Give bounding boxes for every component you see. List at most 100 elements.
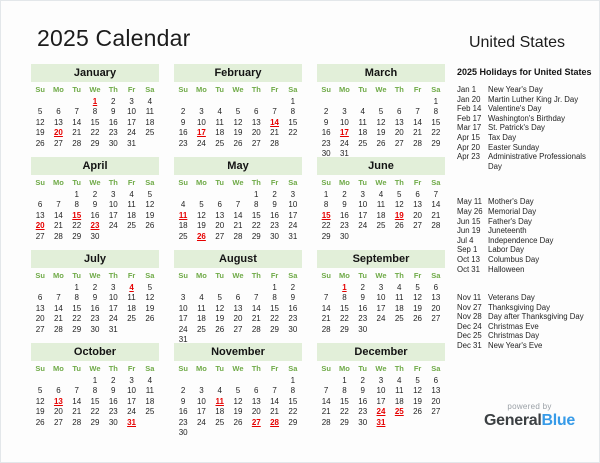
holiday-item: Jul 4 Independence Day <box>457 236 599 246</box>
date-cell: 20 <box>413 210 423 220</box>
date-cell: 15 <box>288 396 298 406</box>
weekday-label: Th <box>251 271 261 280</box>
weekday-label: We <box>89 85 101 94</box>
date-cell: 16 <box>90 303 100 313</box>
month-july: July Su Mo Tu We Th Fr Sa 1 2 3 4 5 6 7 8 9 10 11 12 13 14 15 1… <box>31 250 159 343</box>
date-cell: 18 <box>394 396 404 406</box>
date-cell: 24 <box>196 138 206 148</box>
weekday-label: Mo <box>53 271 64 280</box>
date-cell: 29 <box>270 324 280 334</box>
weekday-label: Fr <box>127 85 136 94</box>
date-cell: 7 <box>323 293 329 303</box>
empty-cell <box>192 190 210 201</box>
date-cell: 13 <box>233 303 243 313</box>
date-cell: 16 <box>108 117 118 127</box>
weekday-label: Mo <box>339 364 350 373</box>
weekday-label: Sa <box>431 85 441 94</box>
date-cell: 18 <box>127 303 137 313</box>
date-cell: 7 <box>235 200 241 210</box>
holiday-date-cell: 31 <box>127 417 137 427</box>
date-cell: 21 <box>72 407 82 417</box>
empty-cell <box>31 190 49 201</box>
empty-cell <box>211 190 229 201</box>
date-cell: 16 <box>108 396 118 406</box>
date-cell: 14 <box>270 396 280 406</box>
date-cell: 24 <box>178 324 188 334</box>
weekday-label: Tu <box>215 271 224 280</box>
date-cell: 30 <box>108 138 118 148</box>
date-cell: 19 <box>35 407 45 417</box>
weekday-label: Mo <box>196 364 207 373</box>
weekday-label: Su <box>178 85 188 94</box>
weekday-label: Su <box>35 85 45 94</box>
holiday-item: Jun 15 Father's Day <box>457 217 599 227</box>
date-cell: 24 <box>376 314 386 324</box>
holiday-item-date: Nov 11 <box>457 293 482 303</box>
date-cell: 16 <box>288 303 298 313</box>
holiday-item-name: Memorial Day <box>488 206 537 216</box>
date-cell: 26 <box>413 407 423 417</box>
holiday-item-date: Feb 14 <box>457 104 482 114</box>
date-cell: 14 <box>53 210 63 220</box>
date-cell: 6 <box>415 189 420 199</box>
date-cell: 14 <box>251 303 261 313</box>
page-title: 2025 Calendar <box>37 25 191 51</box>
empty-cell <box>247 97 265 108</box>
date-cell: 14 <box>72 396 82 406</box>
date-cell: 14 <box>321 303 331 313</box>
generalblue-logo[interactable]: GeneralBlue <box>484 412 575 430</box>
date-cell: 22 <box>270 314 280 324</box>
date-cell: 24 <box>196 417 206 427</box>
weekday-label: Fr <box>270 85 279 94</box>
month-title: May <box>174 157 302 175</box>
weekday-label: Th <box>108 178 118 187</box>
date-cell: 17 <box>108 303 118 313</box>
date-cell: 1 <box>342 375 347 385</box>
date-cell: 30 <box>270 231 280 241</box>
holiday-date-cell: 11 <box>215 396 224 406</box>
date-cell: 23 <box>339 221 349 231</box>
holiday-item: Feb 14 Valentine's Day <box>457 104 599 114</box>
date-cell: 2 <box>180 107 186 117</box>
weekday-label: Sa <box>431 178 441 187</box>
month-title: April <box>31 157 159 175</box>
date-cell: 8 <box>342 386 347 396</box>
date-cell: 1 <box>254 189 259 199</box>
weekday-label: Su <box>321 271 331 280</box>
date-cell: 26 <box>233 138 243 148</box>
date-cell: 19 <box>196 221 206 231</box>
date-cell: 3 <box>111 282 116 292</box>
weekday-label: Fr <box>413 364 422 373</box>
date-cell: 23 <box>108 128 118 138</box>
holiday-date-cell: 14 <box>270 117 280 127</box>
day-grid: Su Mo Tu We Th Fr Sa 1 2 3 4 5 6 7 8 9 10 11 12 13 14 15 16 17 1… <box>31 268 159 335</box>
date-cell: 12 <box>35 117 45 127</box>
day-grid: Su Mo Tu We Th Fr Sa 1 2 3 4 5 6 7 8 9 10 11 12 13 14 15 16 17 1… <box>31 175 159 242</box>
date-cell: 13 <box>394 117 404 127</box>
date-cell: 2 <box>111 375 116 385</box>
date-cell: 6 <box>254 107 259 117</box>
empty-cell <box>354 97 372 108</box>
date-cell: 30 <box>358 324 368 334</box>
month-title: June <box>317 157 445 175</box>
date-cell: 17 <box>358 210 368 220</box>
holiday-list-panel: 2025 Holidays for United States Jan 1 New… <box>457 64 599 436</box>
holiday-date-cell: 15 <box>72 210 82 220</box>
date-cell: 18 <box>215 407 225 417</box>
date-cell: 1 <box>290 96 296 106</box>
date-cell: 19 <box>145 210 155 220</box>
holiday-item-name: St. Patrick's Day <box>488 123 545 133</box>
date-cell: 30 <box>90 231 100 241</box>
holiday-date-cell: 20 <box>35 221 45 231</box>
date-cell: 12 <box>145 200 155 210</box>
date-cell: 21 <box>270 128 280 138</box>
date-cell: 9 <box>180 396 186 406</box>
day-grid: Su Mo Tu We Th Fr Sa 1 2 3 4 5 6 7 8 9 10 11 12 13 14 15 16 17 1… <box>174 361 302 439</box>
date-cell: 22 <box>288 407 298 417</box>
calendar-grid: January Su Mo Tu We Th Fr Sa 1 2 3 4 5 6 7 8 9 10 11 12 13 14… <box>31 64 445 439</box>
date-cell: 10 <box>108 293 118 303</box>
date-cell: 22 <box>72 314 82 324</box>
month-september: September Su Mo Tu We Th Fr Sa 1 2 3 4 5 6 7 8 9 10 11 12 13… <box>317 250 445 343</box>
month-title: September <box>317 250 445 268</box>
date-cell: 21 <box>270 407 280 417</box>
